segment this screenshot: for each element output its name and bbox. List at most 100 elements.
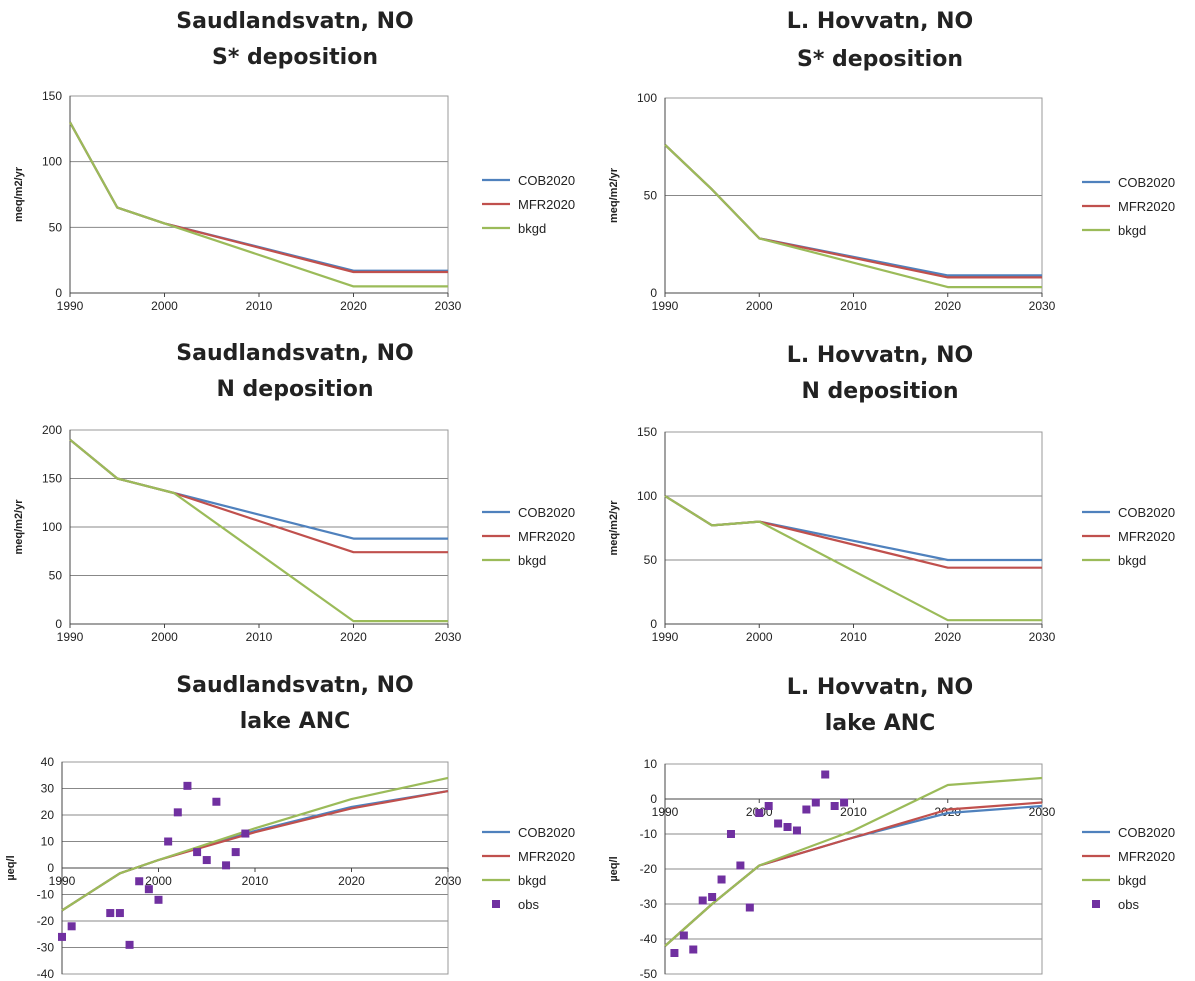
series-line-bkgd bbox=[69, 438, 448, 623]
obs-point bbox=[144, 885, 153, 894]
series-line-cob2020 bbox=[61, 790, 449, 912]
chart-subtitle: N deposition bbox=[801, 379, 958, 404]
series-line-bkgd bbox=[69, 121, 448, 288]
series-line-bkgd bbox=[61, 776, 449, 912]
x-tick-label: 1990 bbox=[652, 805, 679, 819]
legend-label: bkgd bbox=[1118, 223, 1146, 238]
x-tick-label: 2000 bbox=[746, 299, 773, 313]
series-line-mfr2020 bbox=[664, 495, 1042, 569]
chart-panel: L. Hovvatn, NO S* deposition 0 50 100 1990 200… bbox=[608, 9, 1175, 313]
legend-label: COB2020 bbox=[518, 505, 575, 520]
obs-point bbox=[745, 903, 754, 912]
obs-point bbox=[811, 798, 820, 807]
obs-point bbox=[106, 909, 115, 918]
y-tick-label: 0 bbox=[47, 861, 54, 875]
y-tick-label: 0 bbox=[650, 286, 657, 300]
y-tick-label: 20 bbox=[41, 808, 55, 822]
legend-label: MFR2020 bbox=[1118, 199, 1175, 214]
y-tick-label: -50 bbox=[640, 967, 658, 981]
obs-point bbox=[58, 932, 66, 941]
y-axis-label: meq/m2/yr bbox=[608, 500, 620, 556]
series-line-cob2020 bbox=[664, 495, 1042, 562]
y-tick-label: 100 bbox=[637, 489, 657, 503]
legend-label: MFR2020 bbox=[518, 197, 575, 212]
legend-label: COB2020 bbox=[1118, 175, 1175, 190]
x-tick-label: 2010 bbox=[242, 874, 269, 888]
obs-point bbox=[783, 823, 792, 831]
chart-subtitle: N deposition bbox=[216, 377, 373, 402]
chart-title: Saudlandsvatn, NO bbox=[176, 341, 414, 366]
x-tick-label: 2030 bbox=[1029, 299, 1056, 313]
legend-label: MFR2020 bbox=[518, 849, 575, 864]
obs-point bbox=[202, 856, 211, 865]
y-tick-label: -40 bbox=[640, 932, 658, 946]
x-tick-label: 2030 bbox=[1029, 805, 1056, 819]
x-tick-label: 2010 bbox=[840, 805, 867, 819]
series-line-mfr2020 bbox=[664, 144, 1042, 279]
obs-point bbox=[173, 808, 182, 817]
obs-point bbox=[792, 826, 801, 835]
chart-title: L. Hovvatn, NO bbox=[787, 9, 973, 34]
obs-point bbox=[774, 819, 783, 828]
x-tick-label: 1990 bbox=[652, 630, 679, 644]
chart-subtitle: S* deposition bbox=[797, 47, 963, 72]
obs-point bbox=[726, 830, 735, 838]
obs-point bbox=[125, 940, 134, 949]
obs-point bbox=[193, 848, 202, 857]
series-line-bkgd bbox=[664, 776, 1043, 947]
chart-panel: Saudlandsvatn, NO lake ANC -40 -30 -20 -10 0 10… bbox=[5, 673, 575, 981]
obs-point bbox=[679, 931, 688, 940]
chart-subtitle: lake ANC bbox=[825, 711, 936, 736]
y-axis-label: meq/m2/yr bbox=[13, 499, 25, 555]
legend-label: COB2020 bbox=[1118, 825, 1175, 840]
x-tick-label: 2030 bbox=[435, 874, 462, 888]
obs-point bbox=[736, 861, 745, 870]
chart-title: L. Hovvatn, NO bbox=[787, 343, 973, 368]
y-axis-label: meq/m2/yr bbox=[13, 166, 25, 222]
legend-label: bkgd bbox=[1118, 873, 1146, 888]
x-tick-label: 2010 bbox=[840, 630, 867, 644]
y-tick-label: 0 bbox=[55, 617, 62, 631]
x-tick-label: 2030 bbox=[435, 630, 462, 644]
chart-panel: L. Hovvatn, NO lake ANC -50 -40 -30 -20 -10 0 10… bbox=[608, 675, 1175, 981]
chart-title: L. Hovvatn, NO bbox=[787, 675, 973, 700]
legend-label: COB2020 bbox=[1118, 505, 1175, 520]
obs-point bbox=[830, 802, 839, 810]
y-axis-label: µeq/l bbox=[608, 856, 620, 881]
x-tick-label: 2000 bbox=[746, 630, 773, 644]
x-tick-label: 1990 bbox=[57, 299, 84, 313]
series-line-bkgd bbox=[664, 495, 1042, 622]
obs-point bbox=[755, 809, 764, 817]
legend-swatch bbox=[1092, 900, 1100, 908]
legend-label: MFR2020 bbox=[1118, 849, 1175, 864]
obs-point bbox=[115, 909, 124, 918]
obs-point bbox=[708, 893, 717, 901]
plot-frame bbox=[69, 95, 449, 294]
y-tick-label: -30 bbox=[37, 941, 55, 955]
y-tick-label: -30 bbox=[640, 897, 658, 911]
obs-point bbox=[67, 922, 76, 931]
legend-label: bkgd bbox=[518, 553, 546, 568]
obs-point bbox=[241, 829, 250, 838]
obs-point bbox=[222, 861, 231, 870]
obs-point bbox=[821, 770, 830, 779]
x-tick-label: 2030 bbox=[1029, 630, 1056, 644]
obs-point bbox=[764, 802, 773, 810]
chart-subtitle: S* deposition bbox=[212, 45, 378, 70]
series-line-mfr2020 bbox=[69, 438, 448, 554]
series-line-cob2020 bbox=[69, 438, 448, 540]
obs-point bbox=[164, 837, 173, 846]
legend-swatch bbox=[492, 900, 500, 908]
plot-frame bbox=[664, 431, 1043, 625]
x-tick-label: 1990 bbox=[49, 874, 76, 888]
series-line-cob2020 bbox=[664, 144, 1042, 277]
y-tick-label: 100 bbox=[42, 520, 62, 534]
obs-point bbox=[231, 848, 240, 857]
y-tick-label: 0 bbox=[55, 286, 62, 300]
legend-label: bkgd bbox=[518, 873, 546, 888]
chart-title: Saudlandsvatn, NO bbox=[176, 673, 414, 698]
y-axis-label: meq/m2/yr bbox=[608, 167, 620, 223]
y-tick-label: -20 bbox=[640, 862, 658, 876]
obs-point bbox=[717, 875, 726, 884]
